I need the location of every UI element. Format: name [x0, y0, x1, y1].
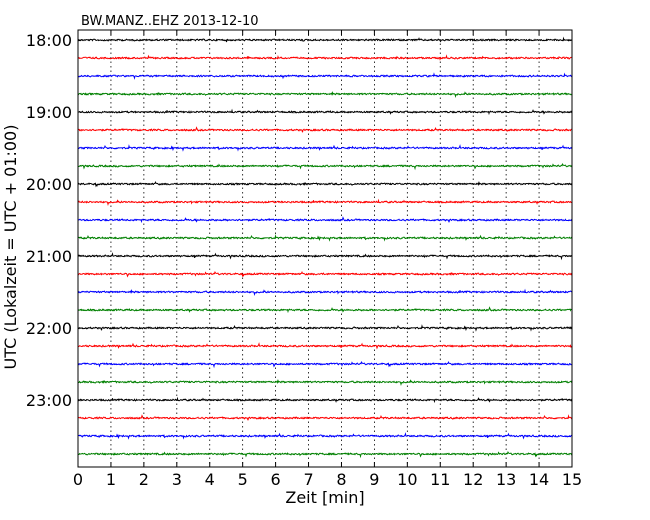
- x-tick-label: 5: [238, 470, 248, 489]
- seismic-trace: [77, 108, 573, 116]
- seismic-trace: [77, 126, 573, 133]
- x-tick-label: 11: [430, 470, 450, 489]
- x-tick-label: 10: [397, 470, 417, 489]
- seismic-trace: [77, 414, 573, 421]
- seismic-trace: [77, 163, 573, 171]
- seismic-trace: [77, 72, 573, 80]
- x-tick-label: 2: [139, 470, 149, 489]
- seismic-trace: [77, 451, 573, 459]
- x-tick-label: 15: [562, 470, 582, 489]
- x-tick-label: 8: [336, 470, 346, 489]
- chart-title: BW.MANZ..EHZ 2013-12-10: [81, 14, 259, 29]
- x-axis-ticks: 0 1 2 3 4 5 6 7 8 9 10 11 12 13 14 15: [73, 30, 582, 489]
- seismic-trace: [77, 271, 573, 278]
- y-tick-label: 21:00: [26, 247, 72, 266]
- x-tick-label: 14: [529, 470, 549, 489]
- x-tick-label: 7: [303, 470, 313, 489]
- x-axis-label: Zeit [min]: [285, 488, 364, 507]
- seismic-trace: [77, 198, 573, 206]
- x-tick-label: 13: [496, 470, 516, 489]
- x-tick-label: 1: [106, 470, 116, 489]
- y-axis-ticks: 18:00 19:00 20:00 21:00 22:00 23:00: [26, 31, 572, 410]
- seismic-trace: [77, 378, 573, 386]
- plot-frame: [77, 29, 573, 468]
- seismic-trace: [77, 144, 573, 152]
- x-tick-label: 12: [463, 470, 483, 489]
- x-tick-label: 3: [172, 470, 182, 489]
- seismic-trace: [77, 432, 573, 440]
- y-tick-label: 20:00: [26, 175, 72, 194]
- seismic-trace: [77, 288, 573, 296]
- grid-lines: [110, 30, 540, 467]
- x-tick-label: 4: [205, 470, 215, 489]
- seismic-trace: [77, 342, 573, 350]
- seismic-trace: [77, 54, 573, 61]
- x-tick-label: 6: [271, 470, 281, 489]
- seismic-trace: [77, 216, 573, 224]
- seismic-trace: [77, 252, 573, 261]
- y-tick-label: 19:00: [26, 103, 72, 122]
- y-tick-label: 18:00: [26, 31, 72, 50]
- seismic-trace: [77, 36, 573, 43]
- x-tick-label: 0: [73, 470, 83, 489]
- seismic-trace: [77, 234, 573, 242]
- x-tick-label: 9: [369, 470, 379, 489]
- y-axis-label: UTC (Lokalzeit = UTC + 01:00): [1, 125, 20, 370]
- seismic-trace: [77, 180, 573, 188]
- seismic-trace: [77, 306, 573, 314]
- seismic-trace: [77, 324, 573, 332]
- trace-group: [77, 36, 573, 459]
- seismic-trace: [77, 361, 573, 369]
- y-tick-label: 22:00: [26, 319, 72, 338]
- seismic-trace: [77, 90, 573, 98]
- seismic-trace: [77, 396, 573, 404]
- y-tick-label: 23:00: [26, 391, 72, 410]
